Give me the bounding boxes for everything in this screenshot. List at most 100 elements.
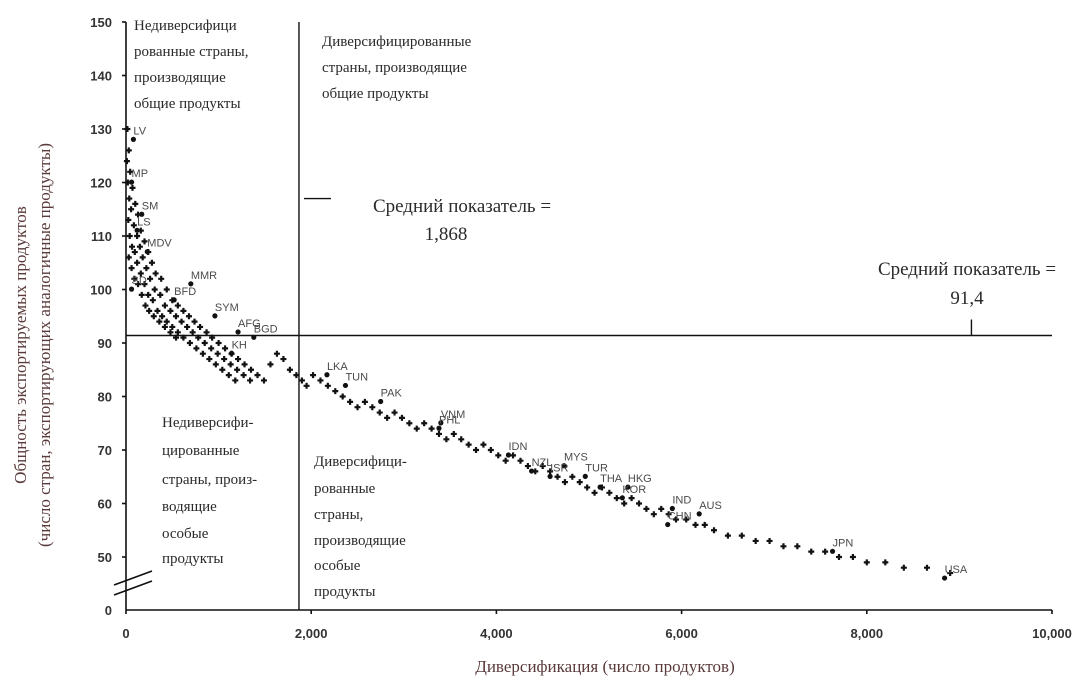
data-point [339, 393, 346, 400]
data-point [189, 329, 196, 336]
data-point [251, 334, 257, 340]
data-point [212, 361, 219, 368]
data-point [539, 463, 546, 470]
data-point [280, 356, 287, 363]
data-point [150, 313, 157, 320]
country-label: KH [232, 339, 247, 351]
country-label: VNM [441, 409, 465, 421]
data-point [174, 302, 181, 309]
country-label: MYS [564, 452, 588, 464]
data-point [510, 452, 517, 459]
data-point [665, 511, 672, 518]
data-point [267, 361, 274, 368]
data-point [195, 334, 202, 341]
y-tick-label: 120 [90, 176, 112, 191]
quadrant-bottom-right-line: производящие [314, 533, 406, 549]
y-tick-label: 150 [90, 15, 112, 30]
mean-y-label: Средний показатель = [878, 259, 1056, 280]
data-point [561, 463, 567, 469]
quadrant-top-right-line: Диверсифицированные [322, 34, 472, 50]
y-tick-label: 140 [90, 69, 112, 84]
data-point [406, 420, 413, 427]
data-point [235, 356, 242, 363]
data-point [361, 398, 368, 405]
data-point [822, 548, 829, 555]
x-tick-label: 10,000 [1032, 626, 1072, 641]
data-point [235, 329, 241, 335]
y-tick-label: 0 [105, 603, 112, 618]
data-point [201, 340, 208, 346]
data-point [191, 318, 198, 325]
data-point [458, 436, 465, 443]
data-point [711, 527, 718, 534]
data-point [152, 270, 159, 277]
y-tick-label: 80 [98, 390, 112, 405]
data-point [141, 238, 148, 245]
data-point [528, 468, 535, 474]
data-point [128, 286, 135, 292]
data-point [167, 329, 174, 336]
x-tick-label: 8,000 [851, 626, 884, 641]
y-axis-title-line1: Общность экспортируемых продуктов [11, 206, 30, 484]
data-point [332, 388, 339, 395]
data-point [138, 291, 145, 298]
quadrant-bottom-left-line: цированные [162, 443, 240, 459]
data-point [794, 543, 801, 550]
data-point [378, 398, 384, 405]
data-point [186, 340, 193, 346]
data-point [185, 313, 192, 320]
data-point [619, 495, 625, 501]
data-point [324, 382, 331, 389]
data-point [683, 516, 690, 523]
y-tick-label: 100 [90, 283, 112, 298]
data-point [219, 366, 226, 373]
y-axis-title-line2: (число стран, экспортирующих аналогичные… [35, 143, 54, 547]
data-point [438, 420, 444, 426]
data-point [145, 291, 152, 298]
quadrant-bottom-right-line: Диверсифици- [314, 454, 407, 470]
data-point [158, 275, 165, 282]
country-label: PHL [439, 414, 460, 426]
data-point [134, 259, 141, 266]
data-point [443, 436, 450, 443]
country-label: SYM [215, 302, 239, 314]
quadrant-bottom-left-line: продукты [162, 551, 223, 567]
data-point [569, 473, 576, 480]
data-point [863, 559, 870, 566]
data-point [436, 425, 442, 431]
data-point [317, 377, 324, 384]
data-point [124, 126, 131, 132]
data-point [128, 179, 135, 185]
x-tick-label: 2,000 [295, 626, 328, 641]
country-label: JPN [833, 537, 854, 549]
quadrant-top-left-label: Недиверсифици рованные страны, производя… [134, 18, 249, 112]
data-point [130, 222, 137, 229]
data-point [128, 206, 135, 213]
data-point [199, 350, 206, 357]
country-label: MP [132, 168, 149, 180]
axis-break-mark [113, 570, 153, 586]
data-point [273, 350, 280, 357]
x-axis-title: Диверсификация (число продуктов) [475, 657, 735, 676]
data-point [766, 537, 773, 544]
country-label: IDN [508, 441, 527, 453]
data-point [505, 452, 512, 458]
data-point [197, 323, 204, 330]
data-point [701, 521, 708, 528]
quadrant-bottom-right-line: рованные [314, 481, 376, 497]
country-label: HKG [628, 473, 652, 485]
data-point [163, 318, 170, 325]
country-label: SM [142, 200, 159, 212]
country-label: CHN [668, 511, 692, 523]
data-point [123, 158, 130, 165]
data-point [561, 479, 568, 486]
data-point [180, 307, 187, 314]
data-point [247, 377, 254, 384]
data-point [923, 564, 930, 571]
data-point [643, 505, 650, 512]
data-point [146, 307, 153, 314]
quadrant-bottom-left-label: Недиверсифи- цированные страны, произ- в… [162, 415, 257, 567]
x-tick-label: 6,000 [665, 626, 698, 641]
data-point [136, 243, 143, 250]
data-point [524, 463, 531, 470]
